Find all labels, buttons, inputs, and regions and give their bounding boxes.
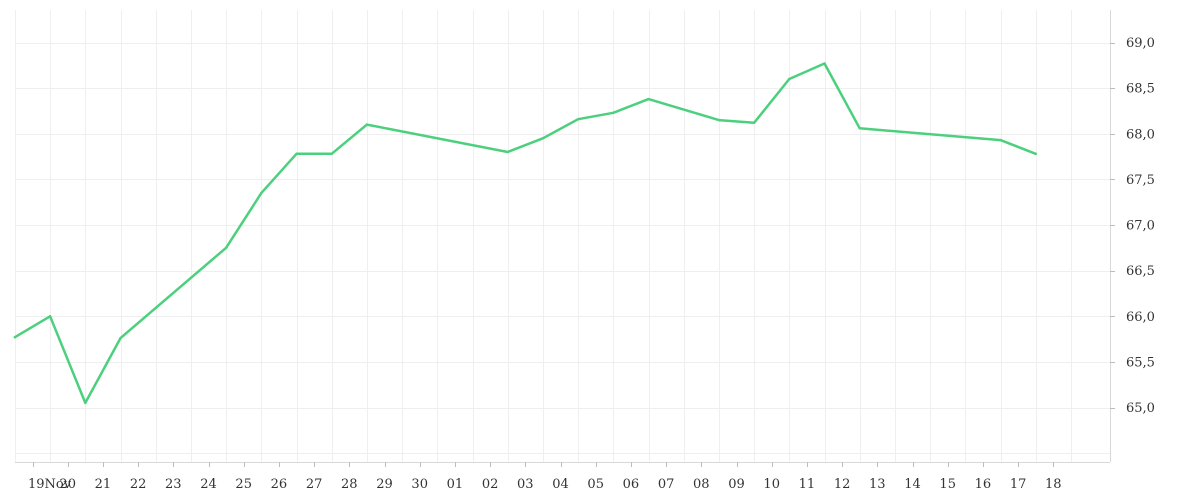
x-tick-label: 18	[1045, 477, 1062, 492]
data-point	[365, 123, 369, 126]
data-point	[823, 62, 826, 65]
data-point	[295, 152, 298, 155]
data-point	[260, 191, 263, 195]
data-point	[224, 246, 228, 249]
x-tick-label: 30	[411, 477, 428, 492]
x-tick-label: 24	[200, 477, 217, 492]
x-tick-label: 15	[939, 477, 956, 492]
data-point	[13, 336, 17, 339]
data-point	[612, 111, 615, 115]
x-tick-label: 16	[975, 477, 992, 492]
data-point	[541, 137, 545, 140]
x-tick-label: 23	[165, 477, 182, 492]
data-point	[717, 118, 721, 122]
x-tick-label: 08	[693, 477, 710, 492]
y-tick-label: 68,5	[1126, 82, 1155, 97]
data-point	[84, 401, 87, 405]
y-tick-label: 68,0	[1126, 127, 1155, 142]
x-tick-label: 25	[235, 477, 252, 492]
axes	[15, 10, 1115, 467]
y-tick-label: 69,0	[1126, 36, 1155, 51]
data-point	[506, 150, 509, 154]
x-tick-label: 07	[658, 477, 675, 492]
grid	[15, 10, 1110, 462]
x-tick-label: 26	[271, 477, 288, 492]
x-tick-label: 01	[447, 477, 464, 492]
x-tick-label: 03	[517, 477, 534, 492]
x-tick-label: 27	[306, 477, 323, 492]
x-tick-label: 09	[728, 477, 745, 492]
series-line	[13, 62, 1037, 405]
y-tick-label: 66,0	[1126, 310, 1155, 325]
data-point	[119, 336, 122, 340]
data-point	[48, 315, 52, 318]
x-tick-label: 19Nov	[28, 477, 72, 492]
y-tick-label: 67,0	[1126, 219, 1155, 234]
x-tick-label: 13	[869, 477, 886, 492]
x-tick-label: 20	[59, 477, 76, 492]
data-point	[576, 118, 580, 121]
data-point	[858, 127, 861, 130]
data-point	[788, 77, 791, 81]
x-tick-label: 29	[376, 477, 393, 492]
x-tick-label: 02	[482, 477, 499, 492]
x-tick-label: 05	[587, 477, 604, 492]
x-tick-label: 14	[904, 477, 921, 492]
y-tick-label: 66,5	[1126, 264, 1155, 279]
x-tick-label: 12	[834, 477, 851, 492]
x-tick-label: 11	[799, 477, 816, 492]
data-point	[752, 121, 756, 125]
x-tick-label: 21	[95, 477, 112, 492]
x-tick-label: 22	[130, 477, 147, 492]
data-point	[1034, 152, 1037, 155]
data-point	[330, 152, 333, 155]
x-tick-label: 28	[341, 477, 358, 492]
x-tick-label: 04	[552, 477, 569, 492]
y-tick-label: 65,5	[1126, 355, 1155, 370]
x-tick-label: 17	[1010, 477, 1027, 492]
series-layer	[13, 62, 1037, 405]
x-tick-label: 06	[623, 477, 640, 492]
y-tick-label: 67,5	[1126, 173, 1155, 188]
x-tick-label: 10	[763, 477, 780, 492]
data-point	[999, 138, 1002, 142]
y-tick-label: 65,0	[1126, 401, 1155, 416]
data-point	[647, 97, 650, 101]
